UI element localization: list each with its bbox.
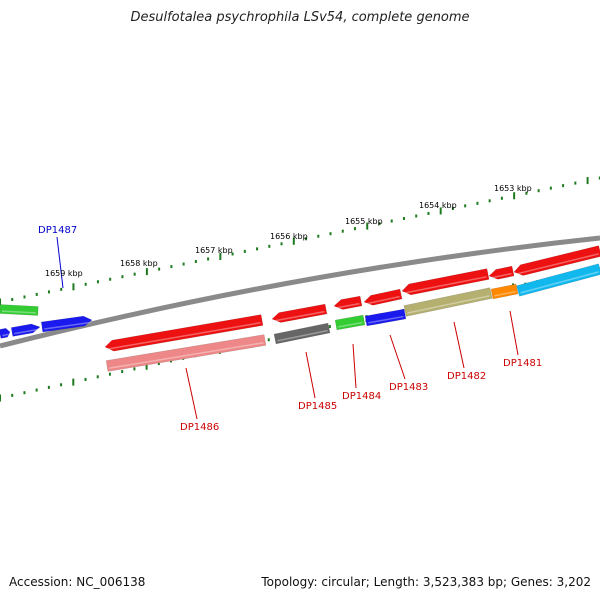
gene-feature-blue-a-highlight [2,333,9,337]
gene-feature-cyan-right-highlight [520,271,599,294]
map-title: Desulfotalea psychrophila LSv54, complet… [130,10,470,25]
gene-label-dp1487[interactable]: DP1487 [38,225,77,236]
scale-label-1655: 1655 kbp [345,217,383,226]
leader-dp1482 [453,321,465,369]
gene-feature-dp1485-gray [273,322,331,345]
gene-feature-dp1484-green-highlight [338,321,363,328]
gene-label-dp1486[interactable]: DP1486 [180,422,219,433]
gene-feature-cyan-right [516,263,600,297]
gene-feature-dp1483-blue [364,308,407,327]
gene-feature-blue-b [10,323,41,337]
gene-feature-dp1482-red [401,268,490,296]
gene-label-dp1485[interactable]: DP1485 [298,401,337,412]
genome-stats-text: Topology: circular; Length: 3,523,383 bp… [261,575,591,589]
gene-feature-dp1481-orange-highlight [494,290,516,297]
leader-dp1487 [56,236,64,289]
gene-feature-dp1484-red-highlight [336,302,360,309]
gene-feature-dp1486-red [104,314,264,352]
gene-feature-dp1483-blue-highlight [368,315,404,324]
gene-feature-dp1482-red-highlight [404,276,487,294]
gene-feature-blue-b-highlight [14,328,39,335]
gene-feature-dp1485-gray-highlight [277,329,328,342]
label-leaders [56,236,519,420]
gene-label-dp1483[interactable]: DP1483 [389,382,428,393]
scale-label-1657: 1657 kbp [195,246,233,255]
leader-dp1486 [185,367,198,420]
scale-label-1653: 1653 kbp [494,184,532,193]
gene-feature-dp1484-red [333,295,363,310]
gene-feature-dp1483-red-highlight [366,295,400,305]
gene-feature-dp1486-red-highlight [107,322,261,350]
gene-label-dp1481[interactable]: DP1481 [503,358,542,369]
gene-feature-dp1484-green [334,314,366,331]
leader-dp1481 [509,310,519,356]
gene-feature-dp1486-pink [105,334,267,372]
gene-label-dp1484[interactable]: DP1484 [342,391,381,402]
gene-feature-dp1486-pink-highlight [109,342,264,369]
gene-feature-dp1481-orange [490,283,519,300]
leader-dp1485 [305,351,316,399]
gene-feature-red-right-highlight [516,253,599,275]
gene-feature-dp1485-red-highlight [274,310,325,322]
gene-feature-dp1485-red [271,303,328,323]
gene-feature-dp1481-red [488,265,515,280]
accession-text: Accession: NC_006138 [9,575,146,589]
gene-labels: DP1487 DP1486 DP1485 DP1484 DP1483 DP148… [38,225,542,433]
gene-feature-dp1481-red-highlight [491,272,512,279]
gene-features [0,245,600,372]
leader-dp1484 [352,343,357,389]
gene-feature-dp1482-olive [403,287,493,317]
gene-feature-dp1483-red [363,288,403,306]
scale-label-1654: 1654 kbp [419,201,457,210]
gene-feature-blue-dp1487 [41,315,93,333]
leader-dp1483 [389,334,406,380]
scale-label-1659: 1659 kbp [45,269,83,278]
scale-label-1656: 1656 kbp [270,232,308,241]
gene-feature-green-left-highlight [1,310,36,314]
scale-labels: 1659 kbp 1658 kbp 1657 kbp 1656 kbp 1655… [45,184,532,278]
scale-label-1658: 1658 kbp [120,259,158,268]
gene-feature-red-right [513,245,600,276]
gene-feature-blue-a [0,327,11,339]
outer-scale-ticks [0,176,600,306]
gene-feature-green-left [0,304,39,316]
gene-feature-dp1482-olive-highlight [407,295,490,314]
gene-label-dp1482[interactable]: DP1482 [447,371,486,382]
gene-feature-blue-dp1487-highlight [44,321,91,330]
